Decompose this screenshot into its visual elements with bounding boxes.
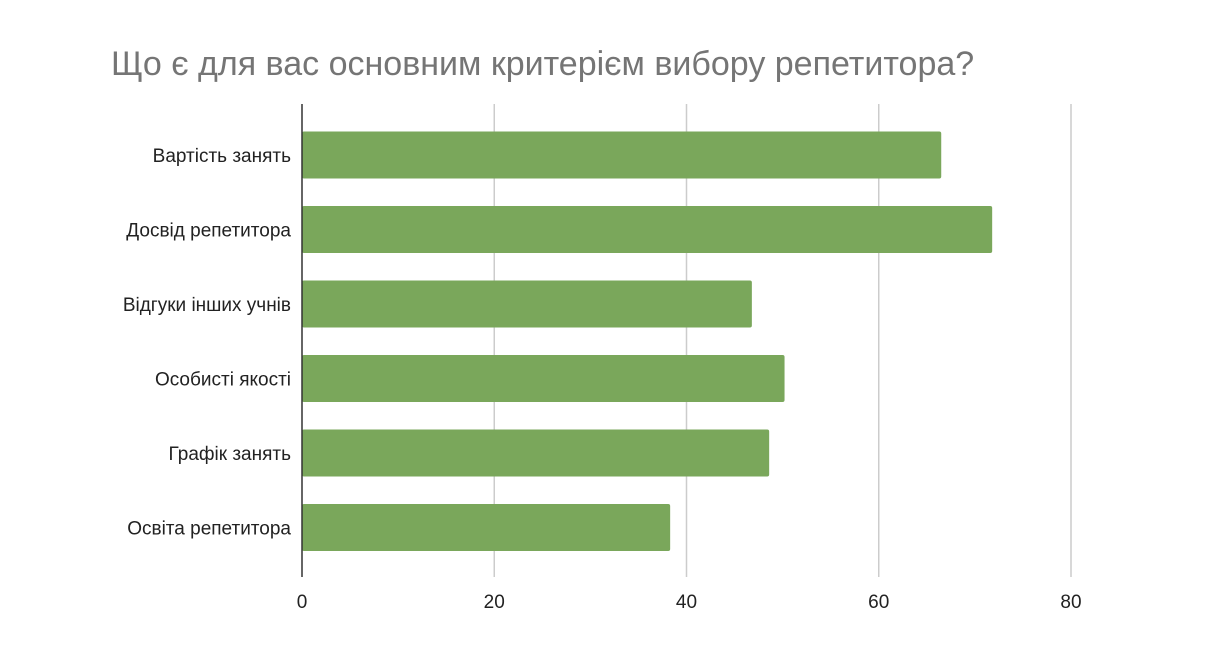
- category-label: Освіта репетитора: [127, 519, 291, 540]
- bar: [302, 280, 752, 328]
- category-label: Особисті якості: [155, 370, 291, 391]
- x-tick-label: 20: [484, 592, 505, 613]
- bars: [302, 131, 993, 551]
- bar: [302, 429, 770, 477]
- category-label: Вартість занять: [153, 146, 291, 167]
- category-label: Графік занять: [169, 444, 292, 465]
- bar: [302, 206, 993, 253]
- x-tick-label: 0: [297, 592, 308, 613]
- category-labels: Вартість занять Досвід репетитора Відгуки …: [123, 146, 292, 540]
- category-label: Досвід репетитора: [126, 221, 291, 242]
- bar: [302, 504, 671, 551]
- x-tick-label: 80: [1060, 592, 1081, 613]
- gridlines: [493, 104, 1072, 577]
- x-tick-label: 40: [676, 592, 697, 613]
- bar: [302, 355, 785, 402]
- category-label: Відгуки інших учнів: [123, 295, 291, 316]
- chart-title: Що є для вас основним критерієм вибору р…: [111, 45, 974, 83]
- tick-labels: 0 20 40 60 80: [297, 592, 1082, 613]
- x-tick-label: 60: [868, 592, 889, 613]
- bar: [302, 131, 942, 179]
